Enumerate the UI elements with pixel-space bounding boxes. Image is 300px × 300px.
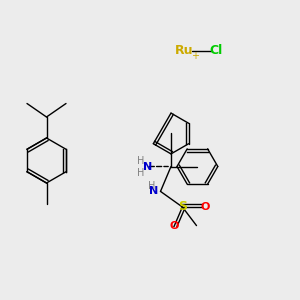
Text: Cl: Cl bbox=[209, 44, 223, 58]
Text: S: S bbox=[178, 200, 187, 214]
Text: N: N bbox=[149, 186, 158, 196]
Text: O: O bbox=[169, 220, 179, 231]
Text: H: H bbox=[137, 167, 144, 178]
Text: O: O bbox=[200, 202, 210, 212]
Text: H: H bbox=[137, 155, 144, 166]
Text: N: N bbox=[143, 161, 152, 172]
Text: H: H bbox=[148, 181, 155, 191]
Text: +: + bbox=[191, 51, 199, 62]
Text: Ru: Ru bbox=[175, 44, 194, 58]
